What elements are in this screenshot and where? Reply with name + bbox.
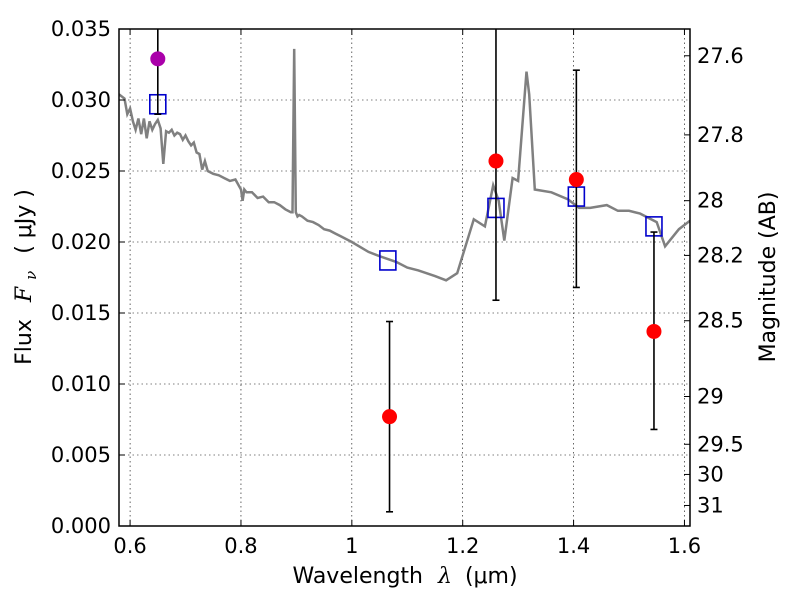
y2-tick-label: 30 [697,462,724,486]
observed-flux-point [646,323,662,339]
model-photometry-square [379,250,397,271]
y2-tick-label: 29 [697,384,724,408]
observed-flux-point [382,409,398,425]
x-tick-label: 1.4 [557,534,590,558]
plot-data [119,29,690,513]
axis-ticks [119,28,690,527]
y-axis-title-text: Flux [12,319,37,365]
x-tick-label: 0.8 [224,534,257,558]
y-tick-label: 0.030 [51,88,111,112]
x-axis-unit: (μm) [465,564,518,589]
x-axis-symbol: λ [437,564,452,589]
observed-flux-point [150,51,166,67]
y-axis-subscript: ν [22,271,40,280]
y2-tick-label: 31 [697,493,724,517]
y-tick-label: 0.000 [51,514,111,538]
x-tick-label: 1.2 [446,534,479,558]
grid-lines [119,28,690,527]
y2-tick-label: 27.6 [697,44,744,68]
x-tick-label: 0.6 [113,534,146,558]
y-tick-label: 0.015 [51,301,111,325]
x-axis-title: Wavelength λ (μm) [292,564,517,589]
y2-tick-label: 28.2 [697,243,744,267]
y-tick-label: 0.005 [51,443,111,467]
y-axis-unit: ( μJy ) [12,189,37,254]
y2-axis-title: Magnitude (AB) [756,192,781,363]
x-axis-title-text: Wavelength [292,564,423,589]
x-tick-label: 1.6 [668,534,701,558]
y2-tick-label: 27.8 [697,123,744,147]
tick-labels: 0.6 0.8 1 1.2 1.4 1.6 0.000 0.005 0.010 0.015 0.02… [51,17,744,558]
model-spectrum-line [119,48,690,282]
observed-flux-point [568,172,584,188]
y-axis-title: Flux F ν ( μJy ) [12,189,42,365]
y2-tick-label: 28 [697,189,724,213]
x-tick-label: 1 [345,534,358,558]
y-tick-label: 0.020 [51,230,111,254]
y-tick-label: 0.025 [51,159,111,183]
y2-tick-label: 29.5 [697,432,744,456]
plot-frame [118,28,691,527]
y-tick-label: 0.035 [51,17,111,41]
y2-tick-label: 28.5 [697,309,744,333]
observed-flux-point [488,153,504,169]
y-tick-label: 0.010 [51,372,111,396]
y-axis-symbol: F [12,286,37,303]
